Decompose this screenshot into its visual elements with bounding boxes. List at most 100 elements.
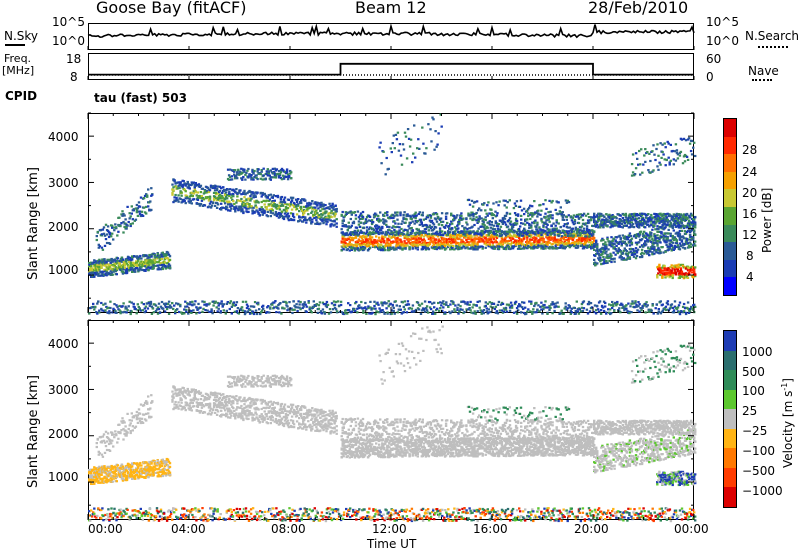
power-echo-cell	[274, 195, 278, 198]
power-echo-cell	[283, 201, 287, 204]
power-echo-cell	[107, 235, 111, 239]
power-echo-cell	[489, 237, 492, 240]
power-echo-cell	[269, 193, 272, 196]
power-echo-cell	[91, 275, 94, 278]
power-echo-cell	[260, 195, 263, 198]
power-echo-cell	[263, 209, 266, 212]
power-echo-cell	[248, 173, 251, 176]
power-echo-cell	[380, 219, 383, 222]
power-echo-cell	[518, 242, 521, 245]
power-echo-cell	[385, 220, 388, 223]
power-echo-cell	[580, 240, 584, 243]
power-echo-cell	[450, 235, 453, 238]
power-echo-cell	[236, 171, 239, 174]
power-echo-cell	[283, 196, 287, 199]
power-echo-cell	[310, 211, 313, 214]
power-echo-cell	[421, 230, 424, 233]
power-echo-cell	[461, 239, 464, 242]
power-echo-cell	[427, 232, 431, 235]
power-echo-cell	[658, 240, 661, 243]
power-echo-cell	[594, 243, 597, 246]
power-echo-cell	[560, 240, 563, 243]
power-echo-cell	[121, 210, 124, 213]
power-echo-cell	[98, 258, 101, 261]
power-echo-cell	[580, 225, 584, 228]
power-echo-cell	[425, 224, 429, 227]
power-echo-cell	[614, 253, 617, 256]
power-echo-cell	[365, 229, 369, 232]
power-echo-cell	[516, 247, 520, 250]
power-echo-cell	[473, 218, 476, 221]
power-echo-cell	[238, 172, 241, 175]
power-echo-cell	[290, 218, 294, 222]
power-echo-cell	[607, 256, 610, 259]
power-echo-cell	[398, 230, 401, 233]
power-echo-cell	[345, 238, 348, 241]
power-echo-cell	[605, 213, 608, 216]
power-echo-cell	[257, 201, 260, 204]
power-echo-cell	[112, 265, 115, 268]
power-echo-cell	[235, 207, 238, 210]
power-echo-cell	[527, 244, 530, 248]
power-echo-cell	[450, 214, 453, 217]
power-echo-cell	[275, 214, 279, 218]
power-echo-cell	[421, 248, 424, 251]
power-echo-cell	[687, 238, 691, 241]
power-echo-cell	[256, 191, 259, 194]
power-echo-cell	[127, 269, 131, 272]
power-echo-cell	[344, 224, 347, 227]
power-echo-cell	[593, 230, 596, 233]
power-echo-cell	[244, 206, 247, 209]
power-echo-cell	[359, 246, 363, 249]
power-echo-cell	[467, 247, 470, 250]
power-echo-cell	[355, 232, 359, 235]
power-echo-cell	[196, 198, 200, 201]
power-echo-cell	[111, 273, 114, 276]
power-echo-cell	[642, 217, 645, 220]
power-echo-cell	[399, 247, 402, 250]
power-echo-cell	[407, 240, 410, 243]
power-echo-cell	[647, 247, 650, 250]
power-echo-cell	[394, 237, 397, 240]
power-echo-cell	[436, 215, 440, 218]
power-echo-cell	[474, 247, 477, 250]
power-echo-cell	[390, 230, 393, 233]
power-echo-cell	[501, 246, 505, 249]
power-echo-cell	[662, 212, 665, 216]
power-echo-cell	[243, 196, 246, 199]
power-echo-cell	[116, 257, 119, 260]
power-echo-cell	[620, 242, 623, 245]
power-echo-cell	[272, 194, 275, 197]
power-echo-cell	[157, 260, 160, 263]
power-echo-cell	[286, 173, 290, 176]
power-echo-cell	[272, 205, 275, 208]
power-echo-cell	[670, 249, 673, 252]
power-echo-cell	[593, 212, 596, 215]
power-echo-cell	[473, 239, 476, 242]
power-echo-cell	[315, 219, 318, 222]
power-echo-cell	[605, 243, 608, 246]
power-echo-cell	[399, 234, 402, 237]
power-echo-cell	[478, 233, 481, 236]
power-echo-cell	[298, 210, 301, 213]
power-echo-cell	[689, 235, 693, 239]
power-echo-cell	[142, 197, 146, 200]
power-echo-cell	[415, 239, 418, 242]
power-echo-cell	[566, 199, 570, 202]
power-echo-cell	[499, 242, 503, 245]
power-echo-cell	[208, 189, 212, 192]
power-echo-cell	[139, 196, 143, 199]
power-echo-cell	[515, 232, 519, 235]
power-echo-cell	[362, 241, 366, 244]
power-echo-cell	[640, 238, 644, 241]
power-echo-cell	[454, 226, 457, 229]
power-echo-cell	[547, 217, 550, 220]
power-echo-cell	[576, 215, 580, 218]
power-echo-cell	[114, 223, 117, 226]
power-echo-cell	[359, 229, 363, 232]
power-echo-cell	[513, 202, 517, 205]
power-echo-cell	[331, 203, 334, 207]
power-echo-cell	[422, 235, 425, 238]
power-echo-cell	[655, 251, 658, 254]
power-echo-cell	[628, 232, 632, 235]
